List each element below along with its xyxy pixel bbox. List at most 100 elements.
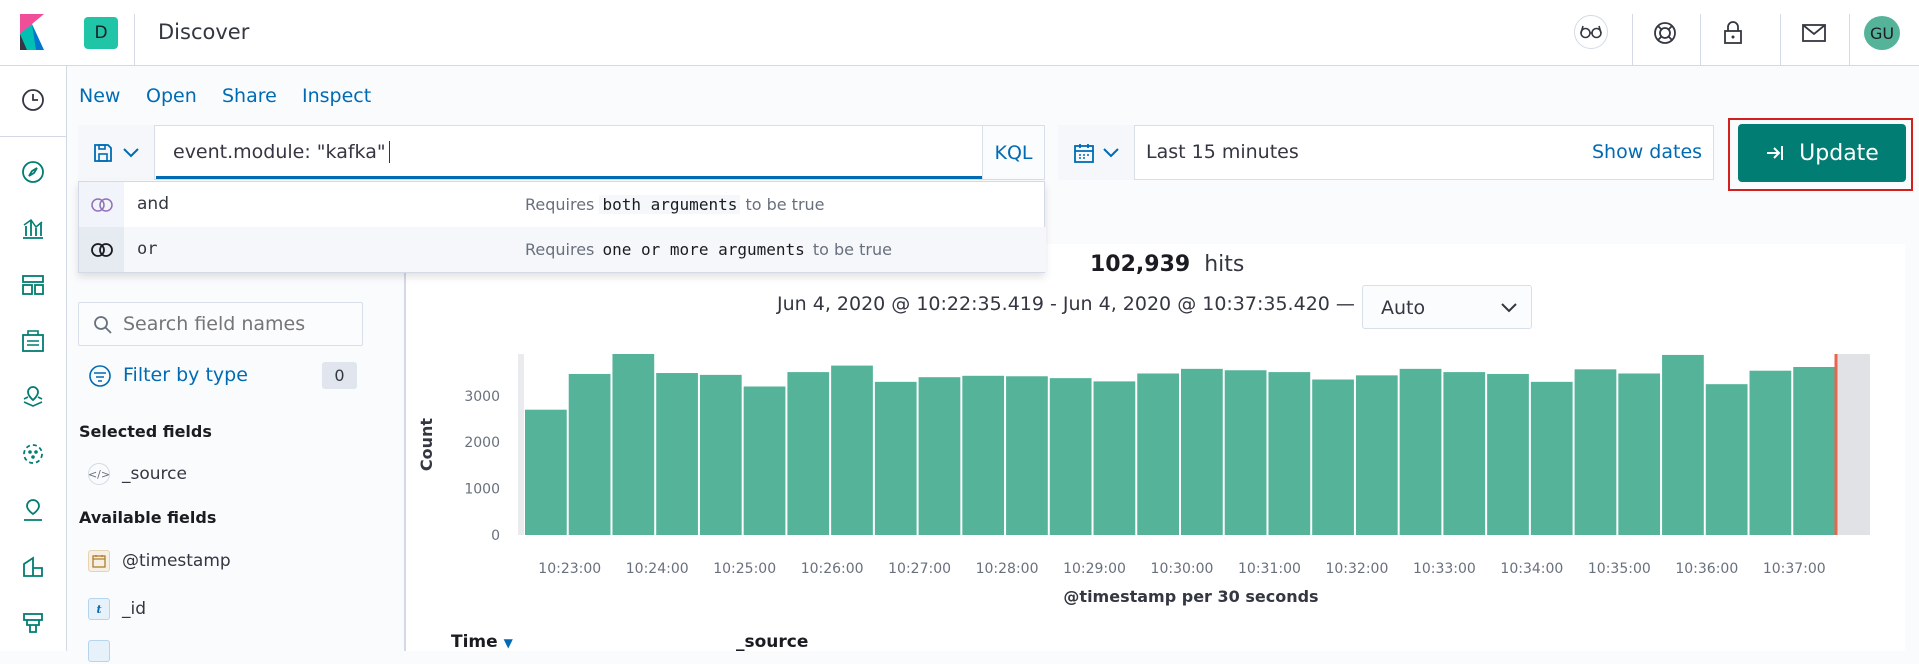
show-dates-link[interactable]: Show dates	[1592, 141, 1703, 163]
field-item[interactable]: </> _source	[88, 461, 187, 487]
date-range-label[interactable]: Last 15 minutes	[1146, 141, 1299, 163]
x-tick-label: 10:27:00	[888, 561, 951, 577]
desc-text: to be true	[745, 195, 825, 214]
desc-code: one or more arguments	[599, 240, 808, 259]
chart-bar	[1705, 384, 1748, 535]
x-tick-label: 10:35:00	[1588, 561, 1651, 577]
x-tick-label: 10:34:00	[1500, 561, 1563, 577]
chart-bar	[1399, 368, 1442, 535]
header-divider	[1632, 14, 1633, 66]
canvas-icon[interactable]	[17, 325, 49, 357]
menu-new-link[interactable]: New	[79, 85, 121, 107]
menu-open-link[interactable]: Open	[146, 85, 197, 107]
header-divider	[1700, 14, 1701, 66]
suggestion-item-and[interactable]: and Requires both arguments to be true	[79, 182, 1046, 227]
visualize-icon[interactable]	[17, 212, 49, 244]
chart-bar	[743, 386, 786, 535]
query-language-button[interactable]: KQL	[982, 126, 1044, 179]
quick-date-menu-button[interactable]	[1058, 125, 1135, 180]
logs-icon[interactable]	[17, 551, 49, 583]
hits-count: 102,939 hits	[1090, 252, 1244, 277]
chart-bar	[1181, 368, 1223, 535]
maps-icon[interactable]	[17, 381, 49, 413]
chart-bar	[1224, 370, 1267, 535]
chevron-down-icon	[1103, 147, 1119, 157]
apm-icon[interactable]	[17, 607, 49, 639]
interval-select[interactable]: Auto	[1362, 285, 1532, 329]
field-item[interactable]	[88, 638, 110, 664]
table-header-time[interactable]: Time ▼	[451, 632, 513, 652]
chart-bar	[874, 381, 917, 535]
table-header-source: _source	[736, 632, 809, 652]
histogram-chart[interactable]: 0 1000 2000 3000 10:23:00 10:24:00 10:25:00 10:…	[405, 340, 1905, 620]
chart-bar	[918, 377, 961, 535]
operator-icon	[79, 227, 124, 272]
filter-by-type-button[interactable]: Filter by type	[123, 364, 248, 386]
header-divider	[1849, 14, 1850, 66]
chart-bar	[831, 365, 873, 535]
x-tick-label: 10:32:00	[1325, 561, 1388, 577]
menu-inspect-link[interactable]: Inspect	[302, 85, 372, 107]
x-tick-label: 10:23:00	[538, 561, 601, 577]
update-button[interactable]: Update	[1738, 124, 1906, 182]
interval-value: Auto	[1381, 297, 1426, 319]
time-range-text: Jun 4, 2020 @ 10:22:35.419 - Jun 4, 2020…	[777, 293, 1355, 315]
suggestion-description: Requires one or more arguments to be tru…	[525, 240, 892, 259]
y-tick-label: 3000	[464, 389, 500, 405]
desc-code: both arguments	[599, 195, 741, 214]
space-avatar[interactable]: D	[84, 17, 118, 49]
chart-bar	[699, 374, 742, 535]
chart-bar	[787, 372, 830, 535]
query-input[interactable]: event.module: "kafka"	[156, 126, 982, 179]
date-picker	[1058, 125, 1714, 180]
desc-text: Requires	[525, 240, 595, 259]
hits-number: 102,939	[1090, 252, 1191, 277]
field-item[interactable]: @timestamp	[88, 548, 231, 574]
recently-viewed-icon[interactable]	[17, 84, 49, 116]
field-search[interactable]	[78, 302, 363, 346]
suggestion-item-or[interactable]: or Requires one or more arguments to be …	[79, 227, 1046, 272]
mail-icon[interactable]	[1799, 18, 1829, 48]
text-caret	[388, 141, 390, 163]
x-axis-label: @timestamp per 30 seconds	[1063, 587, 1318, 606]
menu-share-link[interactable]: Share	[222, 85, 277, 107]
help-lifebuoy-icon[interactable]	[1650, 18, 1680, 48]
update-button-label: Update	[1799, 140, 1879, 166]
date-field-icon	[88, 550, 110, 572]
dashboard-icon[interactable]	[17, 269, 49, 301]
x-tick-label: 10:25:00	[713, 561, 776, 577]
suggestion-label: or	[137, 239, 158, 259]
calendar-icon	[1074, 143, 1094, 163]
chart-bar	[1749, 370, 1792, 535]
chart-bar	[1268, 372, 1311, 535]
infra-icon[interactable]	[17, 494, 49, 526]
discover-compass-icon[interactable]	[17, 156, 49, 188]
chart-bar	[525, 409, 567, 535]
chart-bar	[1487, 373, 1529, 535]
field-item[interactable]: t _id	[88, 596, 146, 622]
side-nav	[0, 66, 67, 651]
chart-bar	[1530, 381, 1573, 535]
lock-icon[interactable]	[1718, 18, 1748, 48]
glasses-icon[interactable]	[1574, 15, 1608, 49]
source-field-icon: </>	[88, 463, 110, 485]
field-name: _source	[122, 464, 187, 484]
header-divider	[134, 14, 135, 66]
top-header: D Discover GU	[0, 0, 1919, 66]
search-input[interactable]	[123, 313, 353, 335]
x-tick-label: 10:33:00	[1413, 561, 1476, 577]
x-tick-label: 10:29:00	[1063, 561, 1126, 577]
user-avatar[interactable]: GU	[1864, 16, 1900, 50]
suggestion-label: and	[137, 194, 169, 214]
filter-count-badge: 0	[322, 362, 357, 389]
operator-icon	[79, 182, 124, 227]
saved-query-button[interactable]	[78, 125, 155, 180]
sort-desc-icon: ▼	[503, 636, 513, 650]
nav-divider	[0, 136, 67, 137]
desc-text: Requires	[525, 195, 595, 214]
partial-bucket-shade	[1836, 354, 1870, 535]
chart-bar	[1662, 354, 1704, 535]
kibana-logo-icon[interactable]	[14, 12, 50, 52]
y-tick-label: 2000	[464, 435, 500, 451]
ml-icon[interactable]	[17, 438, 49, 470]
